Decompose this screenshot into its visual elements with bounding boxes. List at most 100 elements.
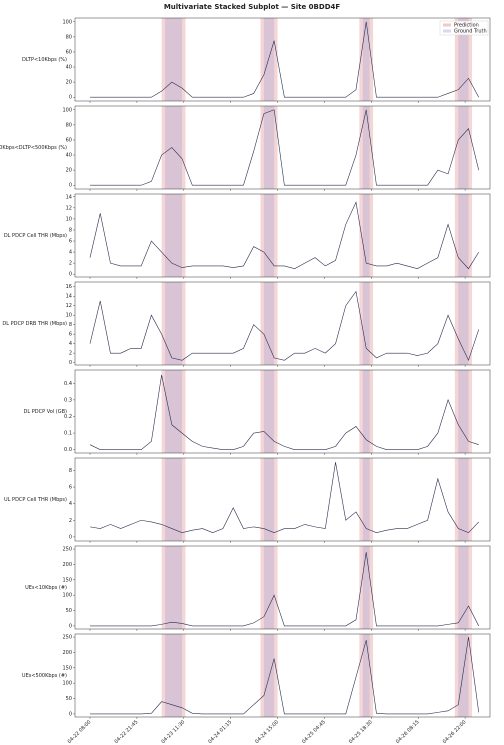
highlight-span — [458, 18, 469, 101]
x-tick-label: 04-25 18:30 — [348, 719, 374, 745]
highlight-span — [161, 370, 186, 453]
series-line — [89, 462, 479, 534]
x-tick-label: 04-25 04:45 — [301, 719, 327, 745]
y-tick-label: 100 — [62, 681, 72, 687]
highlight-span — [359, 458, 374, 541]
y-tick-label: 6 — [69, 332, 72, 338]
axes-frame — [74, 369, 491, 454]
y-tick-label: 0 — [69, 272, 72, 278]
highlight-span — [359, 546, 374, 629]
highlight-span — [260, 106, 278, 189]
y-axis-label: UL PDCP Cell THR (Mbps) — [4, 497, 67, 503]
y-tick-label: 6 — [69, 239, 72, 245]
legend-swatch — [443, 29, 451, 33]
y-axis-label: DL PDCP Vol (GB) — [24, 409, 68, 415]
y-axis-label: UEs<500Kbps (#) — [22, 673, 67, 679]
axes-frame — [74, 105, 491, 190]
highlight-span — [165, 546, 183, 629]
y-tick-label: 20 — [66, 80, 72, 86]
highlight-span — [165, 18, 183, 101]
y-tick-label: 14 — [66, 194, 72, 200]
series-line — [89, 290, 480, 362]
highlight-span — [263, 634, 275, 717]
y-tick-label: 60 — [66, 49, 72, 55]
series-line — [90, 637, 480, 715]
highlight-span — [454, 458, 472, 541]
y-tick-label: 0 — [69, 534, 72, 540]
highlight-span — [165, 282, 183, 365]
y-tick-label: 50 — [66, 608, 72, 614]
figure-title: Multivariate Stacked Subplot — Site 0BDD… — [164, 3, 341, 11]
x-tick-label: 04-24 01:15 — [207, 719, 233, 745]
highlight-span — [359, 106, 374, 189]
highlight-span — [458, 194, 469, 277]
highlight-span — [359, 194, 374, 277]
y-axis-label: UEs<10Kbps (#) — [25, 585, 67, 591]
highlight-span — [454, 18, 472, 101]
highlight-span — [362, 282, 370, 365]
y-tick-label: 100 — [62, 19, 72, 25]
highlight-span — [362, 458, 370, 541]
highlight-span — [161, 634, 186, 717]
highlight-span — [359, 370, 374, 453]
y-tick-label: 8 — [69, 227, 72, 233]
axes-frame — [74, 17, 491, 102]
y-tick-label: 0 — [69, 95, 72, 101]
y-tick-label: 0.4 — [64, 381, 72, 387]
y-tick-label: 80 — [66, 34, 72, 40]
highlight-span — [454, 194, 472, 277]
y-tick-label: 4 — [69, 250, 72, 256]
axes-frame — [74, 545, 491, 630]
highlight-span — [454, 282, 472, 365]
highlight-span — [263, 106, 275, 189]
y-tick-label: 100 — [62, 107, 72, 113]
y-tick-label: 2 — [69, 261, 72, 267]
highlight-span — [454, 546, 472, 629]
legend-label: Prediction — [454, 23, 479, 29]
highlight-span — [165, 194, 183, 277]
legend-swatch — [443, 23, 451, 27]
y-tick-label: 4 — [69, 501, 72, 507]
highlight-span — [362, 546, 370, 629]
y-tick-label: 8 — [69, 322, 72, 328]
highlight-span — [260, 458, 278, 541]
highlight-span — [458, 106, 469, 189]
y-tick-label: 200 — [62, 650, 72, 656]
x-tick-label: 04-23 11:30 — [160, 719, 186, 745]
series-line — [90, 552, 480, 627]
y-tick-label: 0.2 — [64, 414, 72, 420]
y-tick-label: 0.1 — [64, 431, 72, 437]
highlight-span — [362, 18, 370, 101]
y-axis-label: 10Kbps<DLTP<500Kbps (%) — [0, 145, 67, 151]
legend-label: Ground Truth — [454, 29, 487, 35]
y-tick-label: 60 — [66, 137, 72, 143]
highlight-span — [454, 370, 472, 453]
y-axis-label: DL PDCP Cell THR (Mbps) — [4, 233, 67, 239]
highlight-span — [362, 106, 370, 189]
y-tick-label: 0 — [69, 623, 72, 629]
y-tick-label: 10 — [66, 216, 72, 222]
highlight-span — [362, 370, 370, 453]
y-tick-label: 2 — [69, 351, 72, 357]
highlight-span — [260, 18, 278, 101]
y-axis-label: DLTP<10Kbps (%) — [22, 57, 67, 63]
highlight-span — [161, 546, 186, 629]
highlight-span — [161, 282, 186, 365]
y-tick-label: 150 — [62, 577, 72, 583]
y-tick-label: 40 — [66, 65, 72, 71]
highlight-span — [161, 106, 186, 189]
highlight-span — [165, 634, 183, 717]
y-tick-label: 40 — [66, 153, 72, 159]
highlight-span — [362, 634, 370, 717]
series-line — [89, 201, 480, 270]
y-tick-label: 12 — [66, 205, 72, 211]
y-axis-label: DL PDCP DRB THR (Mbps) — [2, 321, 67, 327]
y-tick-label: 0 — [69, 711, 72, 717]
highlight-span — [362, 194, 370, 277]
highlight-span — [161, 458, 186, 541]
highlight-span — [161, 194, 186, 277]
highlight-span — [263, 282, 275, 365]
highlight-span — [260, 634, 278, 717]
highlight-span — [454, 634, 472, 717]
